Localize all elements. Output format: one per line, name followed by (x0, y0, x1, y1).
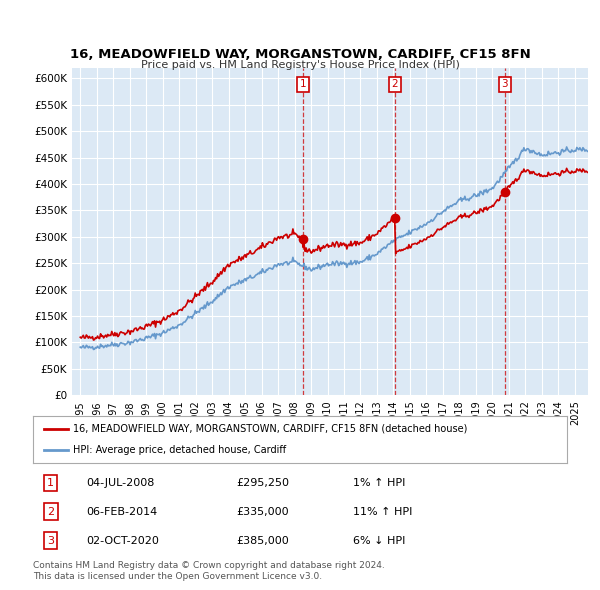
Text: 16, MEADOWFIELD WAY, MORGANSTOWN, CARDIFF, CF15 8FN (detached house): 16, MEADOWFIELD WAY, MORGANSTOWN, CARDIF… (73, 424, 467, 434)
Text: 1: 1 (47, 478, 54, 488)
Text: £295,250: £295,250 (236, 478, 289, 488)
Text: HPI: Average price, detached house, Cardiff: HPI: Average price, detached house, Card… (73, 445, 286, 455)
Text: 06-FEB-2014: 06-FEB-2014 (86, 507, 158, 517)
Text: 1% ↑ HPI: 1% ↑ HPI (353, 478, 406, 488)
Text: £335,000: £335,000 (236, 507, 289, 517)
Text: £385,000: £385,000 (236, 536, 289, 546)
Text: 02-OCT-2020: 02-OCT-2020 (86, 536, 159, 546)
Text: 2: 2 (392, 79, 398, 89)
Text: 04-JUL-2008: 04-JUL-2008 (86, 478, 155, 488)
Text: Contains HM Land Registry data © Crown copyright and database right 2024.
This d: Contains HM Land Registry data © Crown c… (33, 562, 385, 581)
Text: 11% ↑ HPI: 11% ↑ HPI (353, 507, 413, 517)
Text: 3: 3 (47, 536, 54, 546)
Text: 3: 3 (502, 79, 508, 89)
Text: 6% ↓ HPI: 6% ↓ HPI (353, 536, 406, 546)
Text: Price paid vs. HM Land Registry's House Price Index (HPI): Price paid vs. HM Land Registry's House … (140, 60, 460, 70)
Text: 2: 2 (47, 507, 54, 517)
Text: 1: 1 (299, 79, 306, 89)
Text: 16, MEADOWFIELD WAY, MORGANSTOWN, CARDIFF, CF15 8FN: 16, MEADOWFIELD WAY, MORGANSTOWN, CARDIF… (70, 48, 530, 61)
